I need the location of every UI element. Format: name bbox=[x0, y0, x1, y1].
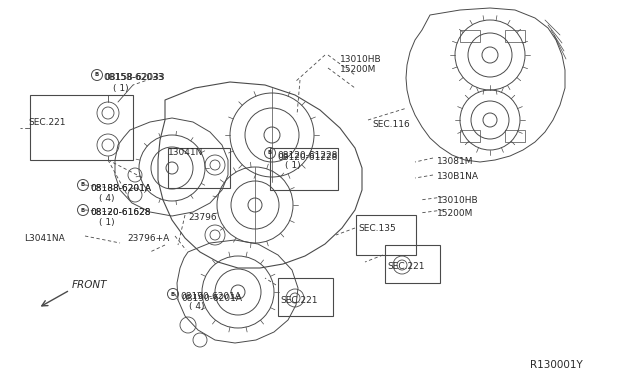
Text: L3041NA: L3041NA bbox=[24, 234, 65, 243]
Text: 08188-6201A: 08188-6201A bbox=[90, 184, 151, 193]
Text: B: B bbox=[268, 151, 272, 155]
Bar bbox=[385, 245, 440, 283]
Text: 08188-6201A: 08188-6201A bbox=[90, 184, 151, 193]
Text: R130001Y: R130001Y bbox=[530, 360, 583, 370]
Text: B: B bbox=[81, 208, 85, 212]
Text: 08120-61228: 08120-61228 bbox=[277, 151, 337, 160]
Text: B: B bbox=[81, 183, 85, 187]
Bar bbox=[278, 278, 333, 316]
Text: FRONT: FRONT bbox=[72, 280, 108, 290]
Text: 08190-6201A: 08190-6201A bbox=[180, 292, 241, 301]
Text: 08120-61628: 08120-61628 bbox=[90, 208, 150, 217]
Text: B: B bbox=[171, 292, 175, 296]
Text: SEC.135: SEC.135 bbox=[358, 224, 396, 233]
Text: SEC.116: SEC.116 bbox=[372, 120, 410, 129]
Text: 13041N: 13041N bbox=[168, 148, 204, 157]
Text: ( 4): ( 4) bbox=[99, 194, 115, 203]
Text: 08158-62033: 08158-62033 bbox=[103, 73, 164, 82]
Text: 15200M: 15200M bbox=[437, 209, 474, 218]
Bar bbox=[30, 95, 133, 160]
Text: SEC.221: SEC.221 bbox=[387, 262, 424, 271]
Bar bbox=[356, 215, 416, 255]
Text: 08190-6201A: 08190-6201A bbox=[181, 294, 242, 303]
Text: B: B bbox=[95, 73, 99, 77]
Bar bbox=[505, 30, 525, 42]
Bar bbox=[270, 148, 338, 190]
Text: 23796: 23796 bbox=[188, 213, 216, 222]
Bar bbox=[460, 30, 480, 42]
Text: SEC.221: SEC.221 bbox=[280, 296, 317, 305]
Bar bbox=[505, 130, 525, 142]
Bar bbox=[168, 148, 230, 188]
Text: ( 1): ( 1) bbox=[285, 161, 301, 170]
Text: ( 4): ( 4) bbox=[189, 302, 205, 311]
Text: 08120-61628: 08120-61628 bbox=[90, 208, 150, 217]
Text: 15200M: 15200M bbox=[340, 65, 376, 74]
Text: SEC.221: SEC.221 bbox=[28, 118, 65, 127]
Text: 13010HB: 13010HB bbox=[340, 55, 381, 64]
Text: ( 1): ( 1) bbox=[113, 84, 129, 93]
Text: 130B1NA: 130B1NA bbox=[437, 172, 479, 181]
Text: 08158-62033: 08158-62033 bbox=[104, 73, 164, 82]
Text: 23796+A: 23796+A bbox=[127, 234, 169, 243]
Text: 08120-61228: 08120-61228 bbox=[277, 153, 337, 162]
Text: 13081M: 13081M bbox=[437, 157, 474, 166]
Text: ( 1): ( 1) bbox=[99, 218, 115, 227]
Text: 13010HB: 13010HB bbox=[437, 196, 479, 205]
Bar bbox=[460, 130, 480, 142]
